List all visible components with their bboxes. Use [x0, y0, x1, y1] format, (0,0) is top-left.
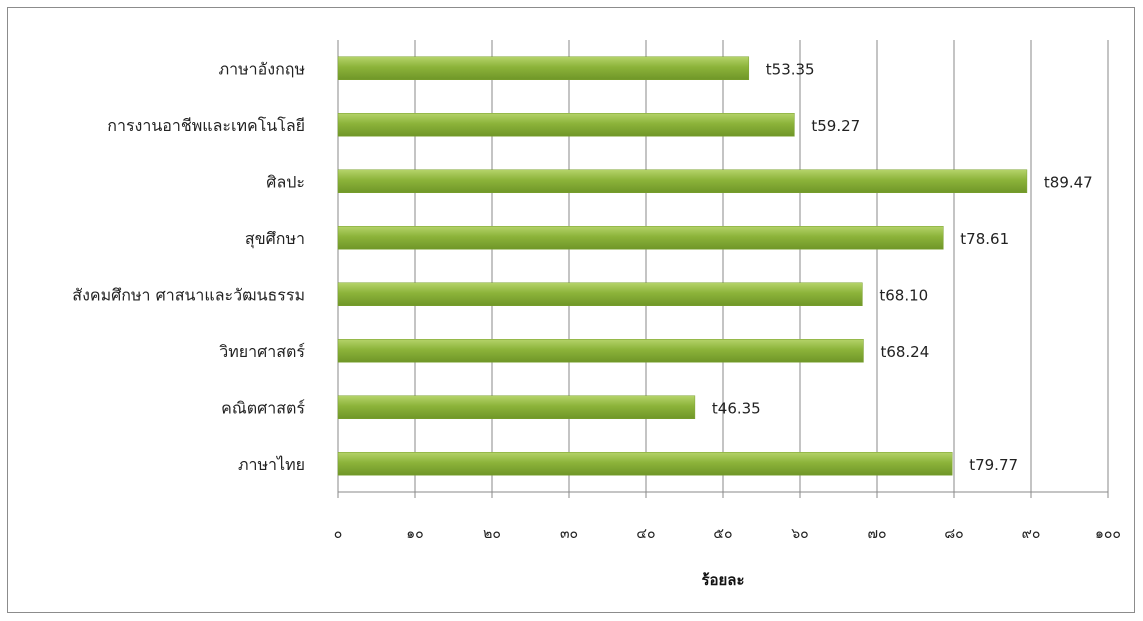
x-tick-label: ๖๐: [791, 526, 808, 542]
category-label: ภาษาไทย: [238, 455, 305, 474]
gridlines: [337, 40, 1109, 498]
category-label: การงานอาชีพและเทคโนโลยี: [107, 116, 305, 135]
x-tick-label: ๑๐: [406, 526, 423, 542]
bar: [337, 169, 1028, 193]
x-tick-label: ๗๐: [867, 526, 886, 542]
x-tick-label: ๔๐: [636, 526, 655, 542]
data-label: t59.27: [811, 117, 860, 135]
bar: [337, 339, 864, 363]
data-label: t68.10: [879, 286, 928, 304]
x-tick-label: ๓๐: [560, 526, 578, 542]
x-tick-label: ๘๐: [944, 526, 963, 542]
category-label: สุขศึกษา: [245, 229, 305, 249]
x-tick-label: ๒๐: [483, 526, 501, 542]
category-label: ศิลปะ: [266, 172, 305, 191]
x-tick-label: ๙๐: [1022, 526, 1041, 542]
data-label: t79.77: [969, 456, 1018, 474]
data-labels: t53.35 t59.27 t89.47 t78.61 t68.10 t68.24 t46.…: [712, 60, 1093, 474]
bar: [337, 395, 696, 419]
category-label: วิทยาศาสตร์: [219, 342, 305, 361]
bar: [337, 56, 750, 80]
data-label: t68.24: [880, 343, 929, 361]
category-label: คณิตศาสตร์: [221, 398, 305, 417]
x-axis-title: ร้อยละ: [701, 571, 744, 589]
bar: [337, 226, 944, 250]
data-label: t89.47: [1044, 173, 1093, 191]
bar: [337, 282, 863, 306]
category-labels: ภาษาอังกฤษการงานอาชีพและเทคโนโลยีศิลปะสุ…: [72, 59, 305, 474]
data-label: t46.35: [712, 399, 761, 417]
x-tick-label: ๕๐: [713, 526, 732, 542]
data-label: t78.61: [960, 230, 1009, 248]
chart-frame: [7, 7, 1135, 613]
bar: [337, 452, 953, 476]
x-tick-label: ๑๐๐: [1095, 526, 1121, 542]
category-label: ภาษาอังกฤษ: [219, 59, 305, 78]
category-label: สังคมศึกษา ศาสนาและวัฒนธรรม: [72, 285, 305, 304]
x-tick-labels: ๐ ๑๐ ๒๐ ๓๐ ๔๐ ๕๐ ๖๐ ๗๐ ๘๐ ๙๐ ๑๐๐: [334, 526, 1121, 542]
data-label: t53.35: [766, 60, 815, 78]
bar: [337, 113, 795, 137]
x-tick-label: ๐: [334, 526, 343, 542]
bars: [337, 56, 1028, 476]
